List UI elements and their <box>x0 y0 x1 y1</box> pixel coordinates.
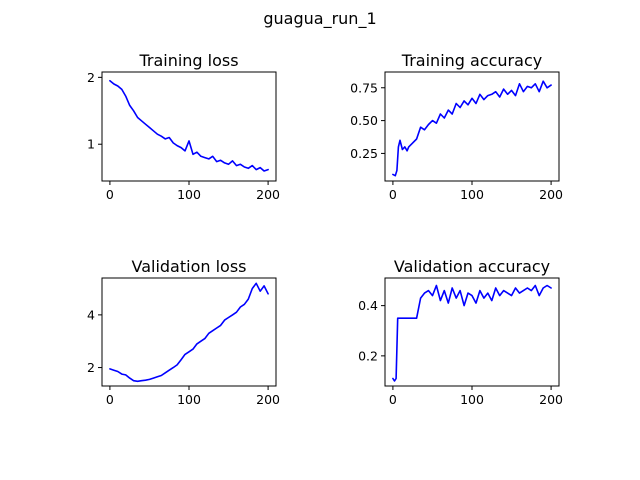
figure-title: guagua_run_1 <box>263 9 376 29</box>
x-tick-label: 0 <box>106 392 114 407</box>
x-tick-label: 200 <box>256 392 280 407</box>
panel-title: Training accuracy <box>401 51 542 70</box>
series-line <box>392 80 552 177</box>
x-tick-label: 200 <box>256 187 280 202</box>
axes-frame <box>101 71 277 182</box>
panel-title: Validation loss <box>132 257 247 276</box>
series-line <box>109 79 269 172</box>
x-tick-label: 0 <box>389 187 397 202</box>
x-tick-label: 0 <box>389 392 397 407</box>
panel-title: Training loss <box>138 51 238 70</box>
axes-frame <box>384 277 560 387</box>
series-line <box>392 284 552 382</box>
panel-validation-loss: Validation loss 0 100 200 2 4 <box>87 257 280 407</box>
y-tick-label: 0.25 <box>350 146 378 161</box>
y-tick-label: 1 <box>87 137 95 152</box>
panel-validation-accuracy: Validation accuracy 0 100 200 0.2 0.4 <box>358 257 563 407</box>
y-tick-label: 0.2 <box>358 348 378 363</box>
x-tick-label: 200 <box>539 187 563 202</box>
x-tick-label: 100 <box>177 187 201 202</box>
x-tick-label: 100 <box>177 392 201 407</box>
x-tick-label: 200 <box>539 392 563 407</box>
panel-training-loss: Training loss 0 100 200 1 2 <box>87 51 280 202</box>
axes-frame <box>384 71 560 182</box>
y-tick-label: 0.75 <box>350 80 378 95</box>
x-tick-label: 100 <box>460 187 484 202</box>
panel-title: Validation accuracy <box>394 257 550 276</box>
y-tick-label: 0.50 <box>350 113 378 128</box>
y-tick-label: 2 <box>87 360 95 375</box>
x-tick-label: 100 <box>460 392 484 407</box>
panel-training-accuracy: Training accuracy 0 100 200 0.25 0.50 0.75 <box>350 51 563 202</box>
y-tick-label: 4 <box>87 307 95 322</box>
x-tick-label: 0 <box>106 187 114 202</box>
y-tick-label: 0.4 <box>358 298 378 313</box>
series-line <box>109 282 269 383</box>
y-tick-label: 2 <box>87 70 95 85</box>
